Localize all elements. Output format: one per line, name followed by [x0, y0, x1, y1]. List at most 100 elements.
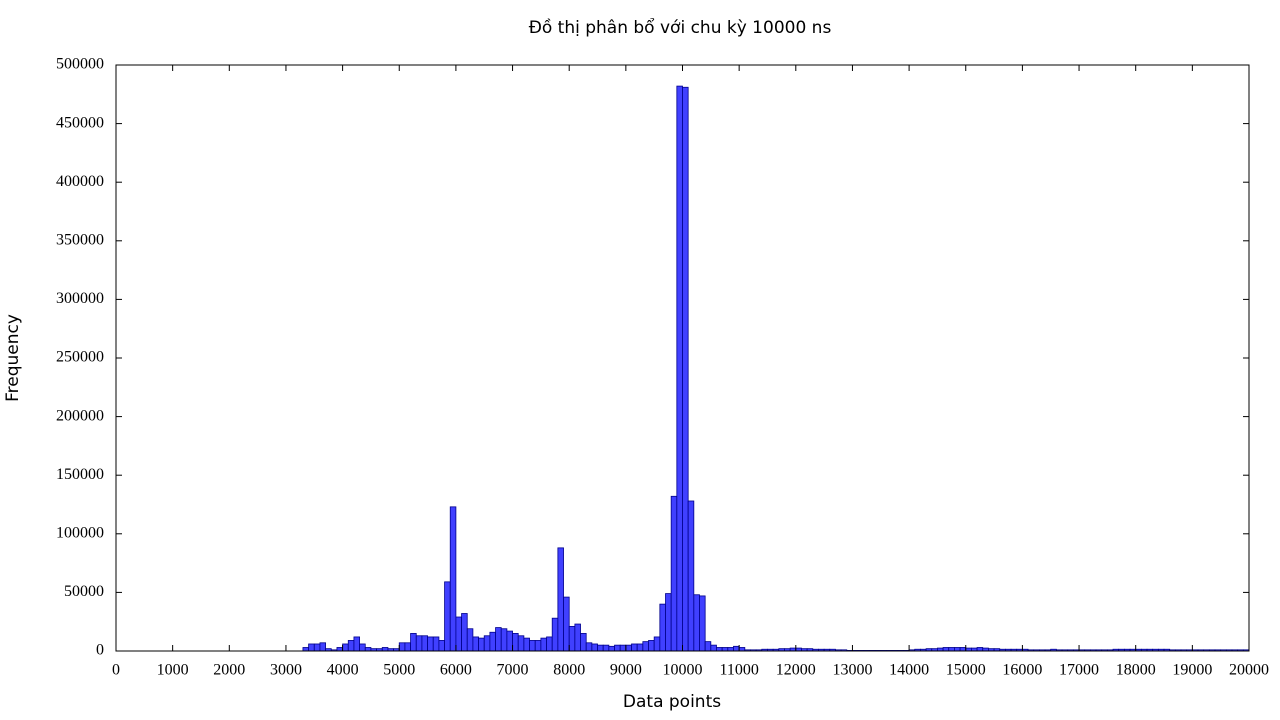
- bar: [659, 603, 666, 652]
- x-tick-label: 8000: [553, 662, 585, 679]
- bar: [574, 623, 581, 652]
- bar: [427, 636, 434, 652]
- bar: [733, 645, 740, 652]
- bar: [313, 643, 321, 652]
- x-tick-label: 4000: [327, 662, 359, 679]
- bar: [585, 642, 593, 652]
- bar: [676, 85, 683, 652]
- bar: [438, 640, 445, 652]
- bar: [687, 500, 695, 652]
- bar: [716, 647, 723, 652]
- y-axis-label: Frequency: [3, 314, 23, 402]
- x-tick-label: 7000: [497, 662, 529, 679]
- bar: [500, 628, 508, 652]
- y-tick-label: 350000: [56, 231, 104, 248]
- y-tick-label: 150000: [56, 466, 104, 483]
- x-tick-label: 12000: [776, 662, 816, 679]
- x-tick-label: 1000: [157, 662, 189, 679]
- x-tick-label: 17000: [1059, 662, 1099, 679]
- bar: [495, 627, 502, 652]
- bar: [580, 633, 587, 652]
- bar: [489, 631, 496, 652]
- bar: [529, 640, 536, 652]
- x-tick-label: 15000: [946, 662, 986, 679]
- bar: [534, 640, 542, 652]
- bar: [721, 647, 729, 652]
- y-tick-label: 250000: [56, 349, 104, 366]
- bar: [512, 633, 519, 652]
- bar: [342, 643, 349, 652]
- bar: [472, 636, 479, 652]
- x-tick-label: 11000: [719, 662, 758, 679]
- x-tick-label: 16000: [1002, 662, 1042, 679]
- x-tick-label: 10000: [663, 662, 703, 679]
- chart-title: Đồ thị phân bổ với chu kỳ 10000 ns: [529, 17, 832, 38]
- bar: [954, 647, 961, 652]
- bar: [415, 635, 423, 652]
- y-tick-label: 100000: [56, 524, 104, 541]
- bar: [404, 642, 411, 652]
- bar: [563, 596, 570, 652]
- y-tick-label: 200000: [56, 407, 104, 424]
- bar: [461, 613, 468, 652]
- bar: [353, 636, 360, 652]
- bar: [421, 635, 428, 652]
- bar: [648, 640, 655, 652]
- bar: [336, 647, 343, 652]
- y-tick-label: 450000: [56, 114, 104, 131]
- bar: [449, 506, 457, 652]
- bar: [546, 636, 553, 652]
- bar: [557, 547, 564, 652]
- bar: [410, 633, 417, 652]
- x-tick-label: 2000: [213, 662, 245, 679]
- bar: [359, 643, 366, 652]
- bar: [602, 644, 610, 652]
- bar: [347, 640, 355, 652]
- bar: [523, 637, 530, 652]
- bar: [942, 647, 950, 652]
- x-tick-label: 20000: [1229, 662, 1269, 679]
- x-tick-label: 19000: [1172, 662, 1212, 679]
- x-tick-label: 13000: [832, 662, 872, 679]
- bar: [302, 647, 310, 652]
- bar: [568, 625, 576, 652]
- bar: [597, 644, 604, 652]
- x-tick-label: 5000: [383, 662, 415, 679]
- y-tick-label: 50000: [64, 583, 104, 600]
- bar: [631, 643, 638, 652]
- bar: [614, 644, 621, 652]
- bar: [551, 617, 559, 652]
- bar: [398, 642, 406, 652]
- x-tick-label: 3000: [270, 662, 302, 679]
- bar: [948, 647, 955, 652]
- bar: [444, 581, 451, 652]
- y-tick-label: 400000: [56, 173, 104, 190]
- bar: [432, 636, 440, 652]
- bar: [693, 594, 700, 652]
- bar: [727, 647, 734, 652]
- x-tick-label: 18000: [1116, 662, 1156, 679]
- bar: [319, 642, 327, 652]
- bar: [625, 644, 632, 652]
- bar: [710, 644, 717, 652]
- bar: [959, 647, 967, 652]
- bar: [591, 643, 598, 652]
- bar: [653, 636, 661, 652]
- bar: [308, 643, 315, 652]
- bar: [976, 647, 984, 652]
- bar: [466, 628, 474, 652]
- bar: [670, 495, 678, 652]
- bar: [619, 644, 627, 652]
- y-tick-label: 500000: [56, 56, 104, 73]
- bar: [483, 635, 491, 652]
- bar: [478, 637, 485, 652]
- bar: [665, 593, 672, 652]
- bar: [455, 616, 462, 652]
- y-tick-label: 0: [96, 642, 104, 659]
- bar: [381, 647, 389, 652]
- x-tick-label: 9000: [610, 662, 642, 679]
- x-tick-label: 14000: [889, 662, 929, 679]
- bar: [699, 595, 706, 652]
- bar: [682, 86, 689, 652]
